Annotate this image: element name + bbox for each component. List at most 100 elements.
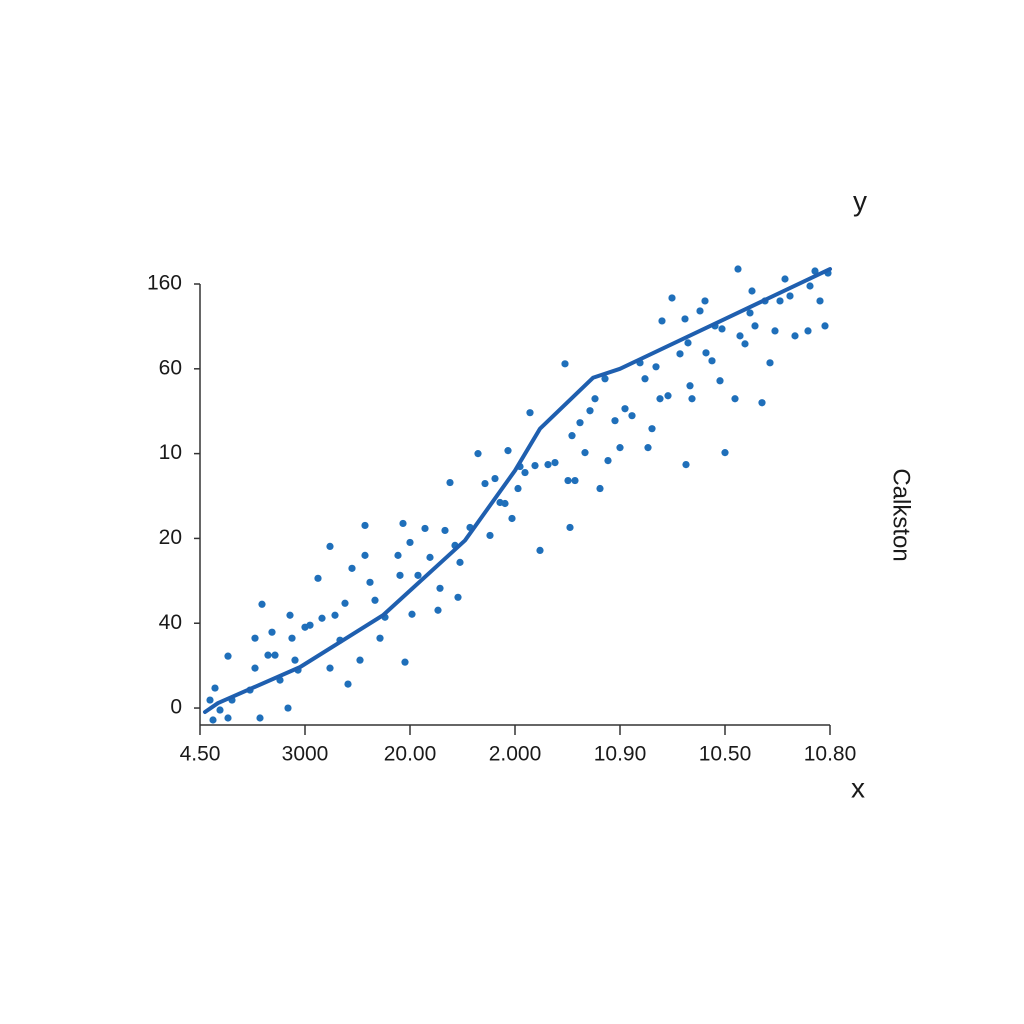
scatter-point <box>571 476 579 485</box>
scatter-point <box>656 395 664 403</box>
scatter-point <box>508 514 516 523</box>
scatter-point <box>514 484 522 493</box>
scatter-point <box>676 350 684 358</box>
scatter-point <box>804 327 812 335</box>
scatter-point <box>721 449 729 457</box>
scatter-point <box>716 377 724 385</box>
scatter-point <box>288 634 296 642</box>
scatter-point <box>331 611 339 619</box>
scatter-point <box>664 392 672 400</box>
scatter-point <box>504 447 512 455</box>
scatter-point <box>758 399 766 407</box>
y-axis-label: y <box>853 185 867 216</box>
side-label: Calkston <box>888 468 915 561</box>
y-tick-label: 160 <box>147 272 182 295</box>
scatter-point <box>211 684 219 692</box>
y-tick-label: 60 <box>159 356 182 379</box>
scatter-point <box>271 651 279 659</box>
scatter-point <box>751 322 759 330</box>
scatter-point <box>406 538 414 547</box>
scatter-point <box>696 307 704 315</box>
scatter-point <box>414 571 422 579</box>
scatter-point <box>501 499 509 508</box>
scatter-point <box>816 297 824 305</box>
scatter-point <box>576 419 584 427</box>
scatter-point <box>491 474 499 483</box>
scatter-point <box>318 614 326 622</box>
scatter-point <box>426 553 434 561</box>
scatter-point <box>531 461 539 470</box>
scatter-point <box>621 405 629 413</box>
scatter-point <box>591 395 599 403</box>
scatter-point <box>454 593 462 601</box>
scatter-point <box>224 714 232 722</box>
scatter-point <box>771 327 779 335</box>
scatter-point <box>366 578 374 586</box>
scatter-point <box>702 349 710 357</box>
scatter-point <box>776 297 784 305</box>
scatter-point <box>344 680 352 688</box>
scatter-point <box>521 468 529 477</box>
scatter-point <box>648 425 656 433</box>
scatter-point <box>604 456 612 465</box>
scatter-point <box>526 409 534 417</box>
scatter-point <box>421 524 429 533</box>
scatter-point <box>258 600 266 608</box>
scatter-point <box>544 460 552 469</box>
scatter-point <box>731 395 739 403</box>
scatter-point <box>564 476 572 485</box>
scatter-point <box>701 297 709 305</box>
x-axis-label: x <box>851 772 865 803</box>
scatter-point <box>682 460 690 469</box>
scatter-point <box>456 558 464 566</box>
scatter-point <box>611 417 619 425</box>
scatter-point <box>401 658 409 666</box>
scatter-point <box>394 551 402 559</box>
scatter-point <box>561 360 569 368</box>
scatter-point <box>216 706 224 714</box>
scatter-point <box>348 564 356 572</box>
scatter-point <box>326 664 334 672</box>
y-tick-label: 20 <box>159 526 182 549</box>
scatter-point <box>596 484 604 493</box>
scatter-point <box>371 596 379 604</box>
scatter-point <box>408 610 416 618</box>
scatter-point <box>601 375 609 383</box>
scatter-point <box>791 332 799 340</box>
scatter-point <box>781 275 789 283</box>
scatter-point <box>734 265 742 273</box>
trend-line <box>203 267 832 715</box>
scatter-point <box>474 450 482 458</box>
scatter-point <box>708 357 716 365</box>
scatter-point <box>658 317 666 325</box>
scatter-point <box>224 652 232 660</box>
x-tick-label: 10.50 <box>699 743 752 766</box>
scatter-point <box>581 449 589 457</box>
scatter-point <box>668 294 676 302</box>
scatter-point <box>284 704 292 712</box>
scatter-point <box>786 292 794 300</box>
x-tick-label: 2.000 <box>489 743 542 766</box>
y-tick-label: 0 <box>170 696 182 719</box>
scatter-point <box>486 531 494 540</box>
scatter-point <box>821 322 829 330</box>
scatter-point <box>286 611 294 619</box>
scatter-point <box>361 551 369 559</box>
scatter-point <box>806 282 814 290</box>
scatter-point <box>811 267 819 275</box>
scatter-point <box>766 359 774 367</box>
x-tick-label: 10.80 <box>804 743 857 766</box>
scatter-point <box>361 521 369 530</box>
scatter-point <box>446 478 454 487</box>
scatter-point <box>314 574 322 582</box>
scatter-point <box>256 714 264 722</box>
y-tick-label: 40 <box>159 611 182 634</box>
scatter-point <box>206 696 214 704</box>
scatter-point <box>376 634 384 642</box>
scatter-point <box>399 519 407 528</box>
scatter-point <box>251 664 259 672</box>
scatter-point <box>268 628 276 636</box>
scatter-point <box>748 287 756 295</box>
